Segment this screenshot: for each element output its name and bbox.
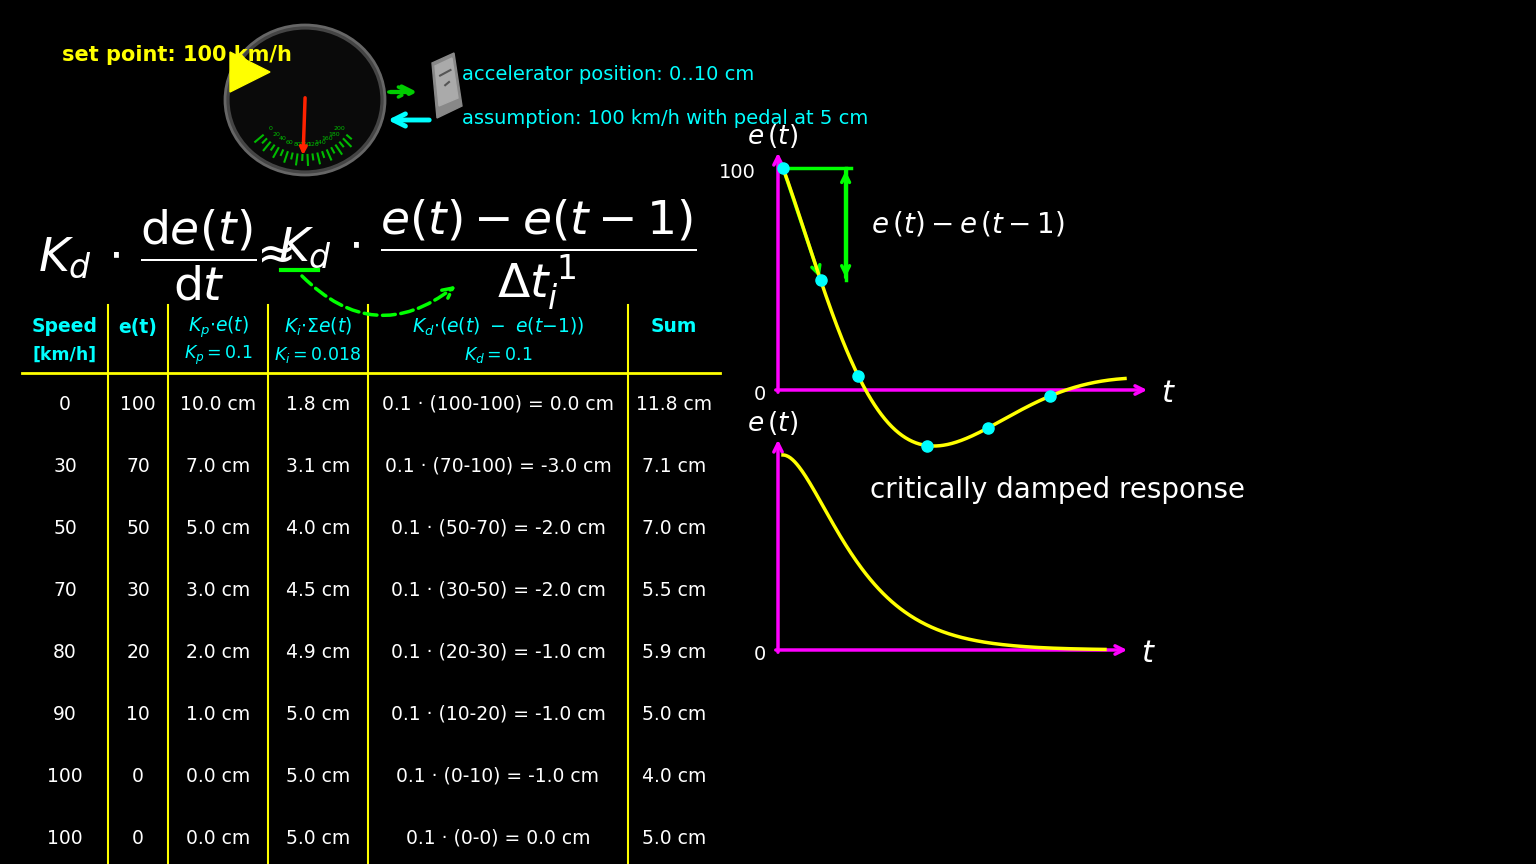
Text: 70: 70 [54, 581, 77, 600]
Text: 5.0 cm: 5.0 cm [286, 829, 350, 848]
Text: 5.5 cm: 5.5 cm [642, 581, 707, 600]
Text: 3.1 cm: 3.1 cm [286, 456, 350, 475]
Text: $K_d{=}0.1$: $K_d{=}0.1$ [464, 345, 533, 365]
Text: 100: 100 [300, 143, 310, 148]
Text: 0.0 cm: 0.0 cm [186, 766, 250, 785]
Text: 1.0 cm: 1.0 cm [186, 704, 250, 723]
Text: 5.0 cm: 5.0 cm [286, 704, 350, 723]
Text: 3.0 cm: 3.0 cm [186, 581, 250, 600]
Text: 100: 100 [120, 395, 155, 414]
Text: assumption: 100 km/h with pedal at 5 cm: assumption: 100 km/h with pedal at 5 cm [462, 109, 868, 128]
Text: 0: 0 [132, 829, 144, 848]
Text: 160: 160 [321, 137, 333, 142]
Text: 5.0 cm: 5.0 cm [186, 518, 250, 537]
Text: 0: 0 [58, 395, 71, 414]
Text: 5.0 cm: 5.0 cm [642, 704, 707, 723]
Text: 0: 0 [754, 645, 766, 664]
Text: $K_p{\cdot}e(t)$: $K_p{\cdot}e(t)$ [187, 314, 249, 340]
Text: 40: 40 [278, 137, 286, 142]
Text: 10.0 cm: 10.0 cm [180, 395, 257, 414]
Text: 0.1 · (70-100) = -3.0 cm: 0.1 · (70-100) = -3.0 cm [384, 456, 611, 475]
Text: 0.1 · (50-70) = -2.0 cm: 0.1 · (50-70) = -2.0 cm [390, 518, 605, 537]
Text: 5.0 cm: 5.0 cm [642, 829, 707, 848]
Text: $t$: $t$ [1141, 638, 1155, 669]
Text: 0.1 · (20-30) = -1.0 cm: 0.1 · (20-30) = -1.0 cm [390, 643, 605, 662]
Text: 0: 0 [269, 126, 272, 131]
Text: $t$: $t$ [1161, 378, 1175, 409]
Text: 50: 50 [54, 518, 77, 537]
Text: Speed: Speed [32, 317, 98, 336]
Text: 60: 60 [286, 140, 293, 145]
Text: $e\,(t)-e\,(t-1)$: $e\,(t)-e\,(t-1)$ [871, 210, 1064, 238]
Text: critically damped response: critically damped response [869, 476, 1246, 504]
Text: 10: 10 [126, 704, 151, 723]
Text: 11.8 cm: 11.8 cm [636, 395, 713, 414]
Text: 7.0 cm: 7.0 cm [642, 518, 707, 537]
Text: 140: 140 [315, 140, 326, 145]
Text: 5.0 cm: 5.0 cm [286, 766, 350, 785]
Text: 100: 100 [48, 829, 83, 848]
Text: set point: 100 km/h: set point: 100 km/h [61, 45, 292, 65]
Text: $\approx$: $\approx$ [247, 232, 293, 277]
Text: 7.1 cm: 7.1 cm [642, 456, 707, 475]
Text: 50: 50 [126, 518, 151, 537]
Text: $e\,(t)$: $e\,(t)$ [748, 122, 799, 150]
Text: 80: 80 [293, 142, 301, 147]
Text: 200: 200 [333, 126, 346, 131]
Text: $K_d\,\cdot\,\dfrac{\mathrm{d}e\left(t\right)}{\mathrm{d}t}$: $K_d\,\cdot\,\dfrac{\mathrm{d}e\left(t\r… [38, 207, 257, 303]
Text: $K_d\,\cdot\,\dfrac{e\left(t\right)-e\left(t-1\right)}{\Delta t_i^{\,1}}$: $K_d\,\cdot\,\dfrac{e\left(t\right)-e\le… [278, 198, 697, 313]
Text: $K_d{\cdot}(e(t)\ -\ e(t{-}1))$: $K_d{\cdot}(e(t)\ -\ e(t{-}1))$ [412, 316, 584, 338]
Text: 0: 0 [132, 766, 144, 785]
Text: 90: 90 [54, 704, 77, 723]
Polygon shape [230, 52, 270, 92]
Text: 4.0 cm: 4.0 cm [286, 518, 350, 537]
Text: 0.0 cm: 0.0 cm [186, 829, 250, 848]
Text: 100: 100 [719, 162, 756, 181]
Text: 180: 180 [329, 132, 339, 137]
Text: 100: 100 [48, 766, 83, 785]
Text: 0: 0 [754, 385, 766, 404]
Text: 4.5 cm: 4.5 cm [286, 581, 350, 600]
Text: e(t): e(t) [118, 317, 157, 336]
Polygon shape [435, 58, 458, 106]
FancyArrowPatch shape [303, 276, 453, 315]
Text: 4.9 cm: 4.9 cm [286, 643, 350, 662]
Text: $K_i{\cdot}\Sigma e(t)$: $K_i{\cdot}\Sigma e(t)$ [284, 316, 352, 338]
Polygon shape [432, 53, 462, 118]
Text: 0.1 · (0-10) = -1.0 cm: 0.1 · (0-10) = -1.0 cm [396, 766, 599, 785]
Text: $K_i{=}0.018$: $K_i{=}0.018$ [275, 345, 361, 365]
Text: accelerator position: 0..10 cm: accelerator position: 0..10 cm [462, 66, 754, 85]
Text: $e\,(t)$: $e\,(t)$ [748, 409, 799, 437]
Text: 5.9 cm: 5.9 cm [642, 643, 707, 662]
Text: 120: 120 [307, 142, 318, 147]
Text: [km/h]: [km/h] [32, 346, 97, 364]
Text: 0.1 · (30-50) = -2.0 cm: 0.1 · (30-50) = -2.0 cm [390, 581, 605, 600]
Text: $K_p{=}0.1$: $K_p{=}0.1$ [184, 343, 252, 366]
Text: 0.1 · (100-100) = 0.0 cm: 0.1 · (100-100) = 0.0 cm [382, 395, 614, 414]
Ellipse shape [227, 28, 382, 173]
Text: 30: 30 [54, 456, 77, 475]
Text: 2.0 cm: 2.0 cm [186, 643, 250, 662]
Text: 20: 20 [272, 132, 280, 137]
Text: 4.0 cm: 4.0 cm [642, 766, 707, 785]
Text: 7.0 cm: 7.0 cm [186, 456, 250, 475]
Text: 0.1 · (0-0) = 0.0 cm: 0.1 · (0-0) = 0.0 cm [406, 829, 590, 848]
Text: 20: 20 [126, 643, 151, 662]
Text: 80: 80 [54, 643, 77, 662]
Text: 30: 30 [126, 581, 151, 600]
Text: Sum: Sum [651, 317, 697, 336]
Text: 1.8 cm: 1.8 cm [286, 395, 350, 414]
Text: 70: 70 [126, 456, 151, 475]
Text: 0.1 · (10-20) = -1.0 cm: 0.1 · (10-20) = -1.0 cm [390, 704, 605, 723]
